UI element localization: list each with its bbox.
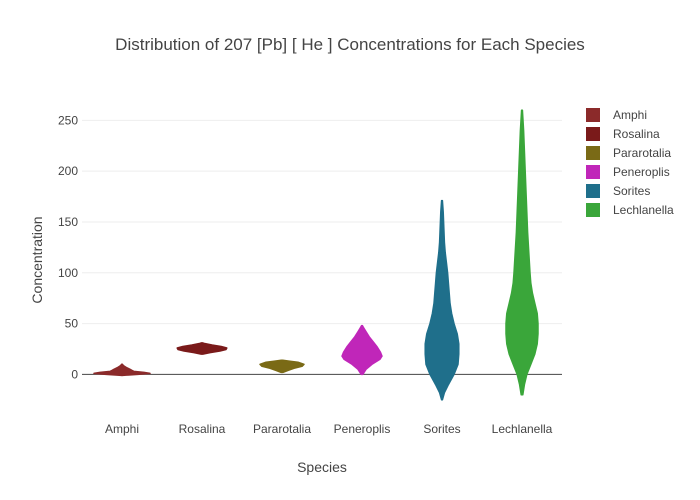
legend-label: Rosalina: [613, 127, 660, 141]
legend-swatch: [586, 203, 600, 217]
violin-pararotalia: [259, 359, 305, 374]
x-tick-label: Pararotalia: [253, 422, 311, 436]
legend: Amphi Rosalina Pararotalia Peneroplis Sorite…: [586, 108, 674, 217]
legend-label: Amphi: [613, 108, 647, 122]
legend-swatch: [586, 184, 600, 198]
x-axis-ticks: Amphi Rosalina Pararotalia Peneroplis Sorite…: [105, 422, 553, 436]
legend-swatch: [586, 146, 600, 160]
x-tick-label: Rosalina: [179, 422, 226, 436]
legend-label: Lechlanella: [613, 203, 674, 217]
y-axis-title: Concentration: [29, 216, 45, 303]
x-tick-label: Lechlanella: [492, 422, 553, 436]
legend-swatch: [586, 165, 600, 179]
violins: [93, 109, 539, 401]
violin-rosalina: [176, 342, 228, 355]
x-axis-title: Species: [297, 459, 347, 475]
x-tick-label: Amphi: [105, 422, 139, 436]
y-tick-label: 250: [58, 113, 78, 127]
legend-label: Pararotalia: [613, 146, 671, 160]
legend-swatch: [586, 108, 600, 122]
y-tick-label: 0: [71, 367, 78, 381]
y-tick-label: 200: [58, 164, 78, 178]
grid: [82, 119, 562, 375]
y-tick-label: 50: [65, 317, 79, 331]
violin-lechlanella: [505, 109, 539, 396]
chart-title: Distribution of 207 [Pb] [ He ] Concentr…: [115, 35, 585, 54]
violin-sorites: [424, 199, 460, 401]
violin-amphi: [93, 363, 151, 377]
violin-peneroplis: [341, 324, 383, 376]
x-tick-label: Peneroplis: [334, 422, 391, 436]
legend-label: Peneroplis: [613, 165, 670, 179]
legend-label: Sorites: [613, 184, 650, 198]
x-tick-label: Sorites: [423, 422, 460, 436]
y-tick-label: 150: [58, 215, 78, 229]
y-axis-ticks: 0 50 100 150 200 250: [58, 113, 78, 381]
y-tick-label: 100: [58, 266, 78, 280]
legend-swatch: [586, 127, 600, 141]
